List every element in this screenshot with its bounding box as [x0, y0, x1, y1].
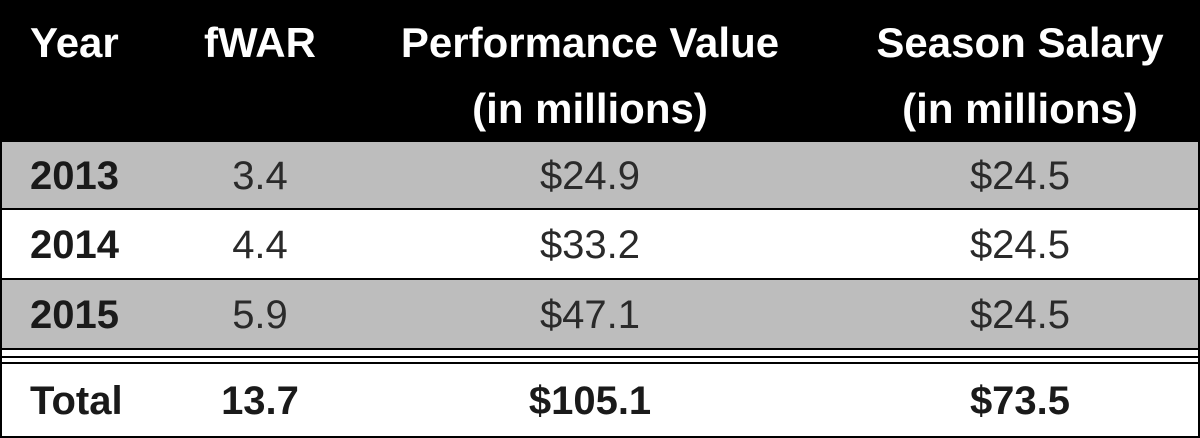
total-cell: $73.5 — [969, 379, 1071, 423]
header-band — [0, 0, 1200, 142]
header-cell: Season Salary — [876, 19, 1164, 66]
row-rule — [0, 348, 1200, 350]
value-cell: $24.5 — [969, 223, 1071, 267]
double-rule — [0, 362, 1200, 364]
row-band — [0, 210, 1200, 280]
total-cell: 13.7 — [221, 379, 299, 423]
total-cell: Total — [30, 379, 123, 423]
value-cell: $24.9 — [539, 154, 641, 198]
value-cell: 3.4 — [232, 154, 288, 198]
year-cell: 2015 — [30, 293, 119, 337]
row-rule — [0, 278, 1200, 280]
value-cell: $24.5 — [969, 293, 1071, 337]
double-rule — [0, 356, 1200, 358]
value-cell: 4.4 — [232, 223, 288, 267]
year-cell: 2014 — [30, 223, 119, 267]
header-cell: fWAR — [204, 19, 316, 66]
total-cell: $105.1 — [528, 379, 652, 423]
value-cell: $33.2 — [539, 223, 641, 267]
value-cell: $47.1 — [539, 293, 641, 337]
row-band — [0, 142, 1200, 210]
year-cell: 2013 — [30, 154, 119, 198]
row-rule — [0, 208, 1200, 210]
header-cell: (in millions) — [902, 85, 1138, 132]
value-cell: 5.9 — [232, 293, 288, 337]
header-cell: Year — [30, 19, 119, 66]
header-cell: (in millions) — [472, 85, 708, 132]
value-cell: $24.5 — [969, 154, 1071, 198]
row-band — [0, 280, 1200, 350]
header-cell: Performance Value — [400, 19, 780, 66]
